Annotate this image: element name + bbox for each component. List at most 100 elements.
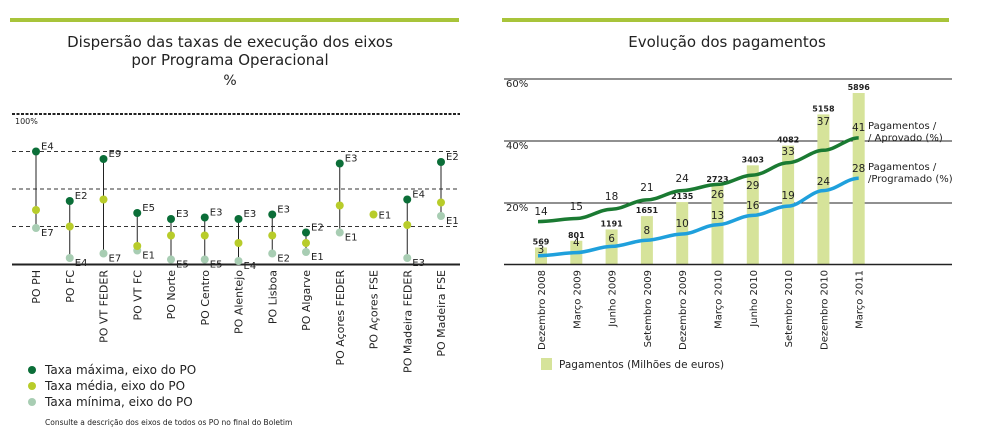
mean-point bbox=[335, 201, 344, 210]
x-tick-label: PO VT FC bbox=[131, 270, 144, 321]
min-point bbox=[302, 248, 310, 256]
legend-marker bbox=[28, 398, 36, 406]
max-point bbox=[65, 197, 74, 205]
point-label: E5 bbox=[176, 260, 189, 271]
legend-label: Taxa máxima, eixo do PO bbox=[44, 363, 196, 377]
point-label: E2 bbox=[311, 223, 324, 234]
max-point bbox=[234, 215, 243, 223]
point-label: E7 bbox=[109, 254, 122, 265]
point-label: E2 bbox=[277, 254, 290, 265]
x-tick-label: Setembro 2010 bbox=[784, 270, 795, 347]
line-value-label: 21 bbox=[640, 182, 653, 194]
max-point bbox=[99, 155, 108, 163]
x-tick-label: PO Madeira FSE bbox=[435, 270, 448, 357]
bar-value-label: 1191 bbox=[600, 219, 623, 228]
line-value-label: 16 bbox=[746, 200, 760, 212]
min-point bbox=[200, 255, 209, 264]
max-point bbox=[200, 213, 209, 222]
x-tick-label: PO Algarve bbox=[300, 270, 313, 331]
line-value-label: 6 bbox=[608, 233, 615, 245]
x-tick-label: PO Centro bbox=[199, 270, 212, 326]
line-value-label: 15 bbox=[570, 201, 583, 213]
series-label-line1: Pagamentos / bbox=[868, 162, 937, 173]
bar-value-label: 4082 bbox=[777, 136, 799, 145]
y-tick-label: 60% bbox=[506, 79, 528, 90]
point-label: E4 bbox=[244, 261, 257, 272]
max-point bbox=[437, 158, 445, 166]
line-value-label: 24 bbox=[817, 176, 831, 188]
mean-point bbox=[234, 239, 243, 247]
footnote: Consulte a descrição dos eixos de todos … bbox=[45, 418, 292, 427]
point-label: E3 bbox=[244, 209, 257, 220]
point-label: E3 bbox=[210, 208, 223, 219]
min-point bbox=[403, 254, 412, 262]
line-value-label: 13 bbox=[711, 210, 724, 222]
line-value-label: 33 bbox=[781, 146, 794, 158]
legend-marker bbox=[28, 366, 36, 374]
x-tick-label: Dezembro 2009 bbox=[678, 270, 689, 350]
max-point bbox=[335, 159, 344, 168]
bar-value-label: 3403 bbox=[742, 155, 764, 164]
line-value-label: 4 bbox=[573, 237, 580, 249]
min-point bbox=[99, 249, 108, 258]
bar-value-label: 5158 bbox=[812, 104, 835, 113]
point-label: E1 bbox=[345, 233, 358, 244]
point-label: E2 bbox=[446, 152, 459, 163]
point-label: E1 bbox=[142, 251, 155, 262]
max-point bbox=[133, 209, 142, 217]
line-value-label: 28 bbox=[852, 163, 865, 175]
x-tick-label: Março 2011 bbox=[855, 270, 866, 329]
mean-point bbox=[133, 242, 142, 250]
series-label-line2: / Aprovado (%) bbox=[868, 133, 943, 144]
mean-point bbox=[268, 231, 277, 240]
point-label: E5 bbox=[210, 260, 223, 271]
legend-label: Taxa média, eixo do PO bbox=[44, 379, 185, 393]
min-point bbox=[437, 212, 445, 220]
mean-point bbox=[403, 221, 412, 229]
left-chart-subtitle: por Programa Operacional bbox=[131, 51, 328, 69]
y-tick-label: 20% bbox=[506, 203, 528, 214]
point-label: E2 bbox=[75, 191, 88, 202]
mean-point bbox=[32, 206, 40, 214]
line-value-label: 10 bbox=[676, 218, 689, 230]
x-tick-label: PO FC bbox=[64, 270, 77, 303]
max-point bbox=[302, 228, 310, 237]
max-point bbox=[403, 195, 412, 204]
mean-point bbox=[302, 239, 310, 247]
x-tick-label: Dezembro 2008 bbox=[537, 270, 548, 350]
point-label: E1 bbox=[311, 252, 324, 263]
x-tick-label: Junho 2009 bbox=[608, 270, 619, 328]
series-label-line2: /Programado (%) bbox=[868, 174, 953, 185]
x-tick-label: PO Açores FEDER bbox=[334, 270, 347, 366]
legend-label: Taxa mínima, eixo do PO bbox=[44, 395, 193, 409]
programmed-line bbox=[537, 176, 859, 258]
x-tick-label: Dezembro 2010 bbox=[819, 270, 830, 350]
approved-line bbox=[537, 136, 859, 224]
min-point bbox=[268, 249, 277, 258]
bar-value-label: 2135 bbox=[671, 192, 694, 201]
mean-point bbox=[99, 195, 108, 204]
line-value-label: 8 bbox=[644, 225, 651, 237]
legend-marker-bars bbox=[541, 358, 552, 370]
x-tick-label: PO PH bbox=[30, 270, 43, 304]
min-point bbox=[32, 224, 40, 232]
min-point bbox=[65, 254, 74, 262]
y-tick-label: 40% bbox=[506, 141, 528, 152]
right-chart-title: Evolução dos pagamentos bbox=[628, 33, 826, 51]
left-chart-title: Dispersão das taxas de execução dos eixo… bbox=[67, 33, 393, 51]
point-label: E9 bbox=[109, 149, 122, 160]
series-label-line1: Pagamentos / bbox=[868, 121, 937, 132]
left-accent-bar bbox=[10, 18, 459, 22]
x-tick-label: Setembro 2009 bbox=[643, 270, 654, 347]
x-tick-label: Junho 2010 bbox=[749, 270, 760, 328]
max-point bbox=[32, 147, 40, 156]
line-value-label: 29 bbox=[746, 180, 759, 192]
y-tick-100: 100% bbox=[15, 117, 38, 126]
point-label: E3 bbox=[412, 258, 425, 269]
x-tick-label: PO Madeira FEDER bbox=[401, 270, 414, 373]
left-chart-unit: % bbox=[223, 73, 236, 89]
point-label: E5 bbox=[142, 203, 155, 214]
point-label: E4 bbox=[412, 190, 425, 201]
legend-label-bars: Pagamentos (Milhões de euros) bbox=[559, 359, 724, 371]
